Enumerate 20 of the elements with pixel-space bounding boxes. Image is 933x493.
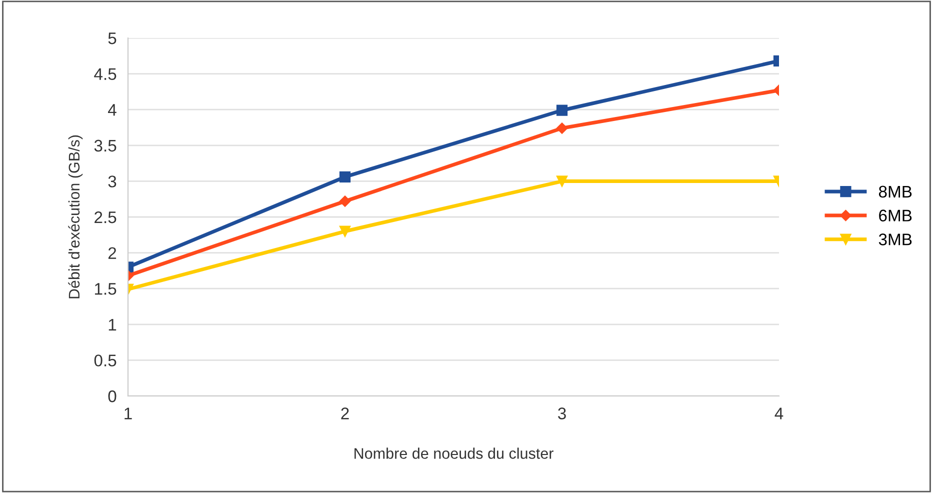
- x-tick-label: 2: [341, 408, 349, 420]
- y-axis-title: Débit d'exécution (GB/s): [68, 135, 83, 298]
- legend-label: 3MB: [878, 234, 912, 246]
- x-tick-label: 3: [558, 408, 566, 420]
- y-tick-label: 4: [108, 104, 116, 116]
- x-tick-label: 1: [124, 408, 132, 420]
- y-tick-label: 1.5: [94, 283, 116, 295]
- legend-label: 6MB: [879, 210, 912, 222]
- y-tick-label: 2.5: [94, 211, 116, 224]
- x-axis-title: Nombre de noeuds du cluster: [354, 448, 554, 459]
- y-tick-label: 0: [108, 390, 116, 402]
- y-tick-label: 3: [108, 176, 116, 188]
- legend-label: 8MB: [878, 186, 912, 198]
- y-tick-label: 1: [108, 318, 116, 330]
- y-tick-label: 4.5: [94, 68, 116, 80]
- y-tick-label: 0.5: [94, 354, 116, 366]
- x-tick-label: 4: [774, 408, 784, 420]
- y-tick-label: 5: [108, 32, 116, 44]
- y-tick-label: 3.5: [94, 140, 116, 152]
- y-tick-label: 2: [108, 247, 116, 259]
